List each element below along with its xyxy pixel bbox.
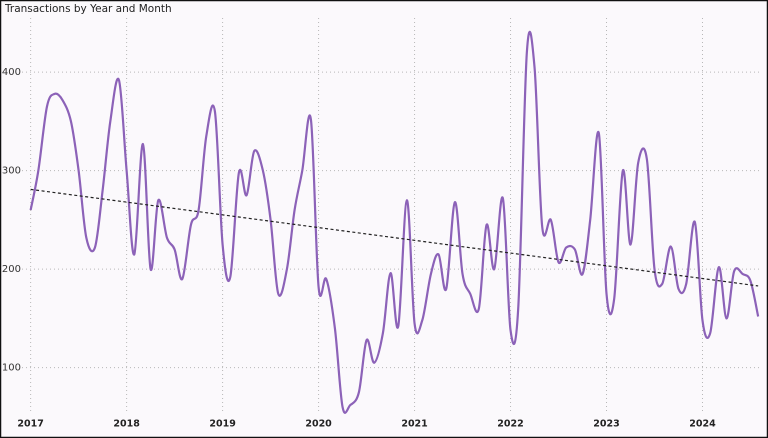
y-tick-label: 300 [2, 166, 21, 177]
x-tick-label: 2020 [305, 419, 332, 430]
x-tick-label: 2023 [593, 419, 619, 430]
chart-title: Transactions by Year and Month [4, 3, 172, 15]
x-tick-label: 2021 [401, 419, 427, 430]
x-tick-label: 2024 [689, 419, 716, 430]
series-line [29, 30, 760, 414]
y-tick-label: 400 [2, 67, 21, 78]
x-tick-label: 2018 [113, 419, 140, 430]
x-tick-label: 2019 [209, 419, 235, 430]
x-tick-label: 2017 [17, 419, 43, 430]
y-tick-label: 200 [2, 264, 21, 275]
trend-line [30, 188, 759, 287]
x-tick-label: 2022 [497, 419, 523, 430]
y-tick-label: 100 [2, 363, 21, 374]
